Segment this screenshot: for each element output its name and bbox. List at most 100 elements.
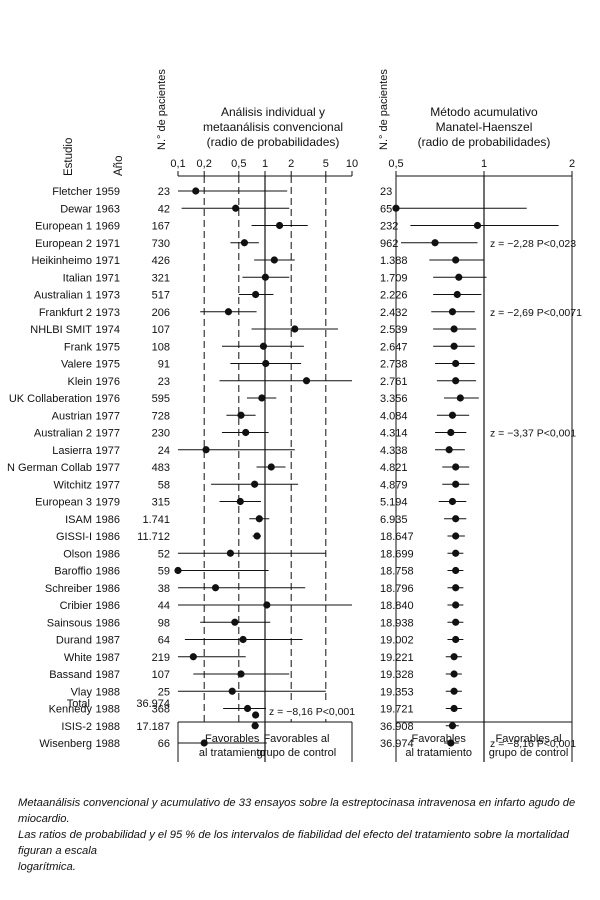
cumulative-odds-ratio-point xyxy=(452,601,460,609)
study-odds-ratio-point xyxy=(242,428,250,437)
study-row: Frank 1975 108 xyxy=(64,341,304,353)
study-row: Heikinheimo 1971 426 xyxy=(31,255,295,267)
caption-line-1: Metaanálisis convencional y acumulativo … xyxy=(18,797,576,825)
cumulative-odds-ratio-point xyxy=(452,463,460,471)
cumulative-row: 19.221 xyxy=(380,652,462,664)
study-row: Valere 1975 91 xyxy=(61,359,302,371)
caption-line-2: Las ratios de probabilidad y el 95 % de … xyxy=(18,829,570,857)
study-row: Bassand 1987 107 xyxy=(49,669,290,681)
study-patients: 206 xyxy=(152,307,170,319)
study-name: Austrian xyxy=(52,410,92,422)
cumulative-patients: 4.821 xyxy=(380,462,408,474)
study-name: Bassand xyxy=(49,669,92,681)
study-odds-ratio-point xyxy=(291,325,299,333)
study-year: 1986 xyxy=(96,531,120,543)
study-year: 1974 xyxy=(96,324,120,336)
total-label: Total xyxy=(67,698,90,710)
study-row: Witchitz 1977 58 xyxy=(54,479,299,491)
study-odds-ratio-point xyxy=(255,515,263,523)
left-axis-tick-label: 0,5 xyxy=(231,158,246,170)
study-patients: 23 xyxy=(158,186,170,198)
study-odds-ratio-point xyxy=(270,256,278,264)
study-patients: 730 xyxy=(152,238,170,250)
cumulative-odds-ratio-point xyxy=(448,722,457,730)
cumulative-odds-ratio-point xyxy=(447,428,455,437)
study-row: Kennedy 1988 368 xyxy=(49,704,272,716)
study-patients: 483 xyxy=(152,462,170,474)
cumulative-odds-ratio-point xyxy=(445,446,453,454)
study-row: Sainsous 1986 98 xyxy=(47,617,271,629)
study-patients: 24 xyxy=(158,445,170,457)
study-year: 1977 xyxy=(96,428,120,440)
cumulative-row: 4.821 xyxy=(380,462,470,474)
cumulative-row: 2.226 xyxy=(380,290,482,302)
study-odds-ratio-point xyxy=(239,635,247,644)
forest-plot-figure: Estudio Año N.° de pacientes N.° de pacient… xyxy=(7,69,582,762)
right-panel-title-line: Método acumulativo xyxy=(430,105,538,119)
cumulative-row: 2.761 xyxy=(380,376,477,388)
pooled-annotation-box xyxy=(266,702,356,719)
cumulative-patients: 4.314 xyxy=(380,428,408,440)
cumulative-row: 18.758 xyxy=(380,566,464,578)
cumulative-patients: 2.432 xyxy=(380,307,408,319)
study-odds-ratio-point xyxy=(275,221,284,230)
study-year: 1986 xyxy=(96,566,120,578)
year-column-header: Año xyxy=(113,156,125,176)
cumulative-patients: 1.709 xyxy=(380,272,408,284)
cumulative-patients: 232 xyxy=(380,221,398,233)
study-row: Italian 1971 321 xyxy=(63,272,290,284)
study-name: GISSI-I xyxy=(56,531,92,543)
study-odds-ratio-point xyxy=(202,446,210,454)
study-row: Lasierra 1977 24 xyxy=(52,445,295,457)
study-patients: 1.741 xyxy=(142,514,170,526)
study-year: 1971 xyxy=(96,238,120,250)
study-row: ISAM 1986 1.741 xyxy=(65,514,270,526)
study-odds-ratio-point xyxy=(240,239,249,247)
cumulative-row: 36.908 xyxy=(380,721,459,733)
cumulative-row: 36.974 xyxy=(380,738,459,750)
study-odds-ratio-point xyxy=(251,722,259,730)
figure-caption: Metaanálisis convencional y acumulativo … xyxy=(18,795,586,875)
study-row: GISSI-I 1986 11.712 xyxy=(56,531,262,543)
cumulative-patients: 2.647 xyxy=(380,341,408,353)
study-year: 1976 xyxy=(96,393,120,405)
study-year: 1969 xyxy=(96,221,120,233)
cumulative-patients: 2.761 xyxy=(380,376,408,388)
study-name: ISAM xyxy=(65,514,92,526)
study-patients: 98 xyxy=(158,617,170,629)
study-patients: 44 xyxy=(158,600,170,612)
study-year: 1959 xyxy=(96,186,120,198)
study-year: 1977 xyxy=(96,410,120,422)
cumulative-patients: 65 xyxy=(380,203,392,215)
cumulative-patients: 4.338 xyxy=(380,445,408,457)
cumulative-odds-ratio-point xyxy=(473,221,482,230)
left-axis-tick-label: 0,1 xyxy=(170,158,185,170)
study-year: 1986 xyxy=(96,548,120,560)
study-patients: 728 xyxy=(152,410,170,422)
study-row: N German Collab 1977 483 xyxy=(7,462,286,474)
left-axis-tick-label: 10 xyxy=(346,158,358,170)
cumulative-row: 5.194 xyxy=(380,497,467,509)
study-year: 1986 xyxy=(96,600,120,612)
cumulative-odds-ratio-point xyxy=(456,394,464,402)
right-panel-title-line: Manatel-Haenszel xyxy=(436,120,533,134)
cumulative-patients: 962 xyxy=(380,238,398,250)
cumulative-row: 4.084 xyxy=(380,410,470,422)
cumulative-row: 4.879 xyxy=(380,479,470,491)
study-year: 1977 xyxy=(96,462,120,474)
left-favors-control-label: grupo de control xyxy=(257,747,337,759)
study-odds-ratio-point xyxy=(261,273,269,281)
cumulative-row: 232 xyxy=(380,221,559,233)
cumulative-row: 2.539 xyxy=(380,324,477,336)
patients-column-header-right: N.° de pacientes xyxy=(378,69,390,150)
study-name: Heikinheimo xyxy=(31,255,92,267)
study-row: Frankfurt 2 1973 206 xyxy=(39,307,257,319)
cumulative-row: 23 xyxy=(380,186,392,198)
cumulative-odds-ratio-point xyxy=(452,584,460,592)
cumulative-odds-ratio-point xyxy=(452,480,460,488)
study-odds-ratio-point xyxy=(262,359,270,368)
study-year: 1971 xyxy=(96,272,120,284)
cumulative-odds-ratio-point xyxy=(450,687,458,695)
cumulative-z-annotation: z = −3,37 P<0,001 xyxy=(490,428,576,440)
cumulative-patients: 18.699 xyxy=(380,548,414,560)
